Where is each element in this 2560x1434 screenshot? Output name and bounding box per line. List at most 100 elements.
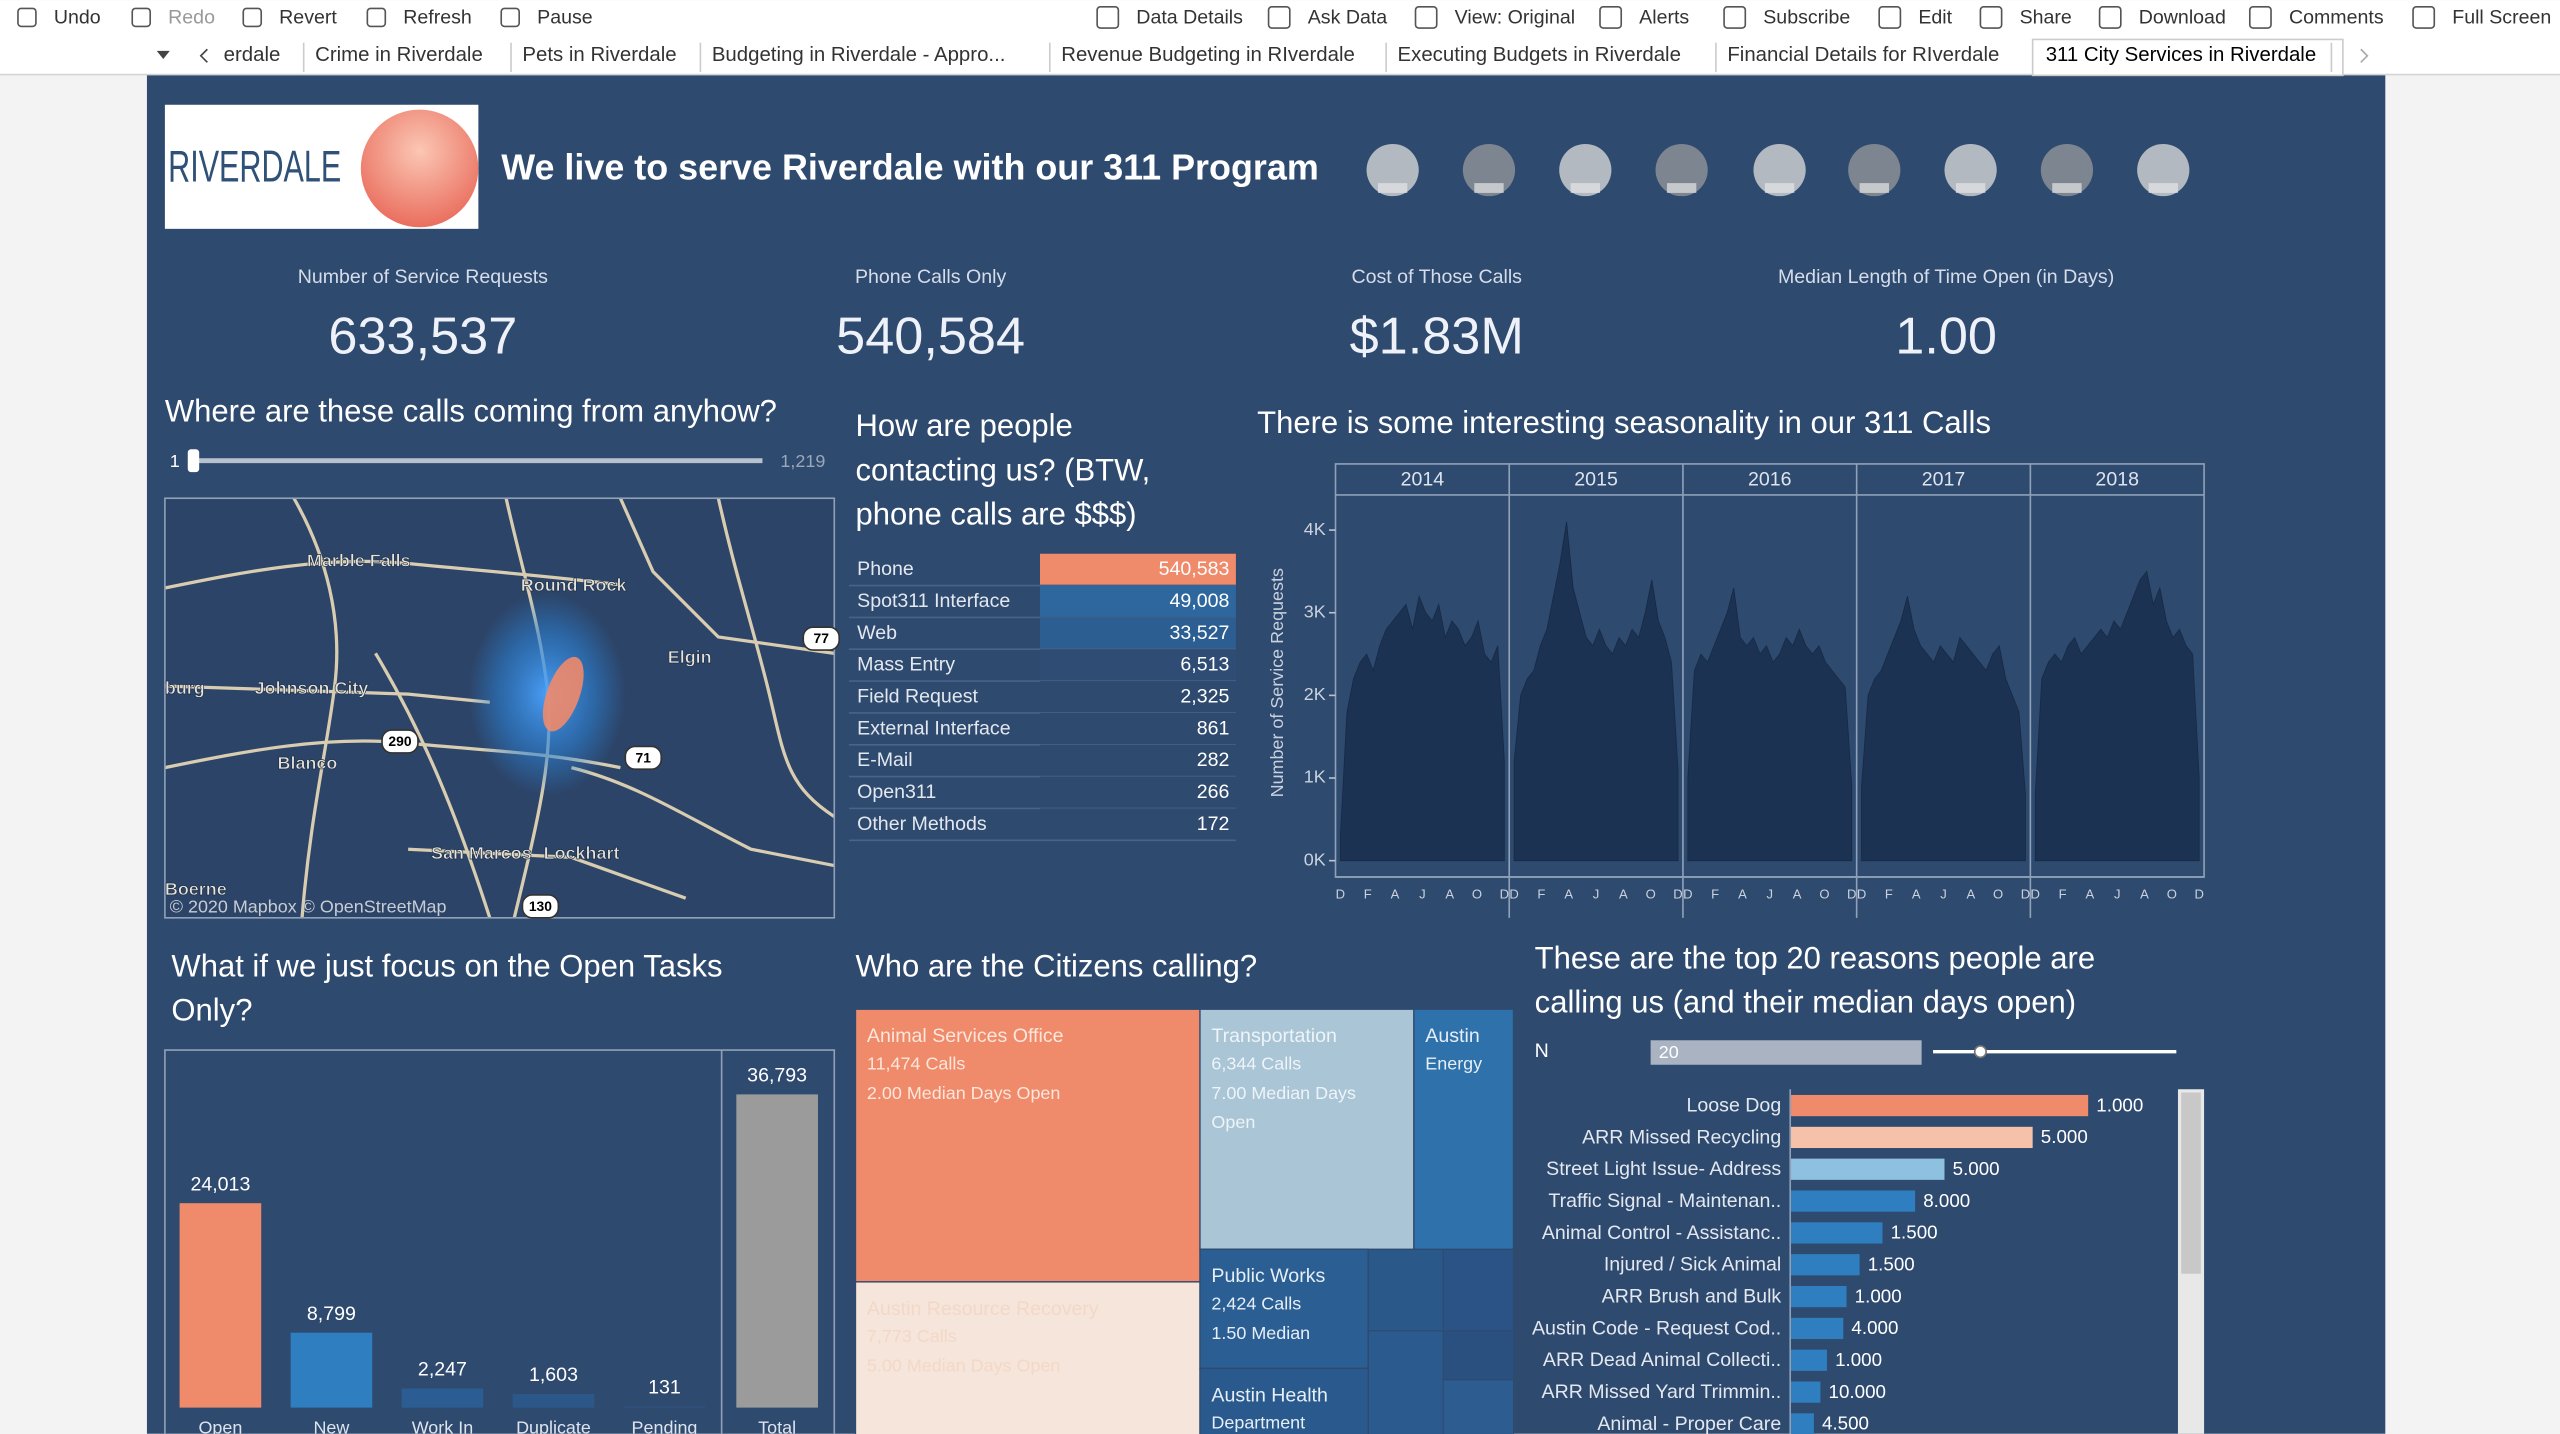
kpi-label: Median Length of Time Open (in Days) (1778, 266, 2114, 288)
toolbar-icon[interactable] (1414, 5, 1438, 29)
toolbar-button[interactable]: Edit (1918, 6, 1952, 28)
toolbar-button[interactable]: Pause (537, 6, 593, 28)
toolbar-icon[interactable] (2412, 5, 2436, 29)
tile-text: Transportation (1211, 1025, 1337, 1047)
toolbar-button[interactable]: Data Details (1136, 6, 1243, 28)
y-tick-label: Street Light Issue- Address (1546, 1158, 1781, 1180)
toolbar-icon[interactable] (131, 7, 152, 28)
toolbar-button[interactable]: Subscribe (1763, 6, 1850, 28)
map-attribution: © 2020 Mapbox © OpenStreetMap (170, 897, 447, 917)
map-place: Boerne (165, 879, 227, 899)
header-icon-detail (1764, 183, 1795, 193)
y-tick-label: 3K (1304, 601, 1326, 621)
tab-next[interactable] (2360, 48, 2369, 63)
filter-knob[interactable] (1973, 1045, 1987, 1059)
toolbar-icon[interactable] (1723, 5, 1747, 29)
tile-text: 1.50 Median (1211, 1323, 1310, 1343)
y-tick-label: ARR Dead Animal Collecti.. (1543, 1349, 1781, 1371)
month-label: A (1445, 886, 1454, 901)
slider-knob[interactable] (187, 449, 200, 473)
toolbar-button[interactable]: Alerts (1639, 6, 1689, 28)
y-tick-label: ARR Missed Recycling (1582, 1126, 1781, 1148)
toolbar-button[interactable]: Refresh (403, 6, 472, 28)
tile-text: 11,474 Calls (867, 1053, 965, 1073)
tab[interactable]: Executing Budgets in Riverdale (1398, 44, 1681, 66)
toolbar-icon[interactable] (1267, 5, 1291, 29)
table-cell (1040, 744, 1236, 776)
table-cell (1040, 712, 1236, 744)
tile-text: Austin Health (1211, 1384, 1327, 1406)
y-tick-label: ARR Brush and Bulk (1602, 1286, 1782, 1308)
toolbar-icon[interactable] (500, 7, 520, 28)
cell-value: 266 (1197, 781, 1230, 803)
toolbar-icon[interactable] (2248, 5, 2272, 29)
cell-value: 172 (1197, 813, 1230, 835)
toolbar-button[interactable]: Undo (54, 6, 101, 28)
toolbar-button[interactable]: Full Screen (2452, 6, 2551, 28)
bar (1791, 1158, 1945, 1180)
toolbar-button[interactable]: Ask Data (1308, 6, 1388, 28)
tab-prev[interactable] (199, 48, 208, 63)
month-label: O (1646, 886, 1656, 901)
month-label: D (1847, 886, 1856, 901)
treemap-tile[interactable] (854, 1008, 1201, 1283)
treemap-tile[interactable] (1199, 1367, 1369, 1434)
bar-label: 10.000 (1829, 1381, 1886, 1402)
month-label: D (1336, 886, 1345, 901)
bar (623, 1406, 706, 1408)
scroll-thumb[interactable] (2181, 1092, 2201, 1274)
header-icon-detail (1570, 183, 1600, 193)
tab-dropdown[interactable] (156, 50, 170, 60)
treemap-tile[interactable] (854, 1281, 1201, 1434)
bar (401, 1388, 484, 1408)
table-cell (1040, 649, 1236, 681)
toolbar-button[interactable]: Comments (2289, 6, 2384, 28)
tab[interactable]: erdale (224, 44, 281, 66)
toolbar-button[interactable]: Share (2020, 6, 2072, 28)
toolbar-icon[interactable] (2098, 5, 2122, 29)
cell-value: 6,513 (1180, 654, 1229, 676)
toolbar-icon[interactable] (1096, 5, 1120, 29)
chart-title: What if we just focus on the Open Tasks (171, 949, 722, 984)
tab[interactable]: Financial Details for RIverdale (1727, 44, 1999, 66)
bar-label: 1,603 (529, 1364, 578, 1386)
tab[interactable]: Budgeting in Riverdale - Appro... (712, 44, 1006, 66)
toolbar-icon[interactable] (17, 7, 37, 28)
tab[interactable]: Revenue Budgeting in RIverdale (1061, 44, 1355, 66)
tab[interactable]: Crime in Riverdale (315, 44, 483, 66)
x-tick-label: Total (758, 1418, 796, 1434)
y-tick-label: Animal Control - Assistanc.. (1542, 1222, 1781, 1244)
treemap-tile[interactable] (1199, 1008, 1415, 1250)
road-shield (521, 894, 560, 919)
bar (512, 1393, 595, 1408)
kpi-value: 540,584 (836, 308, 1025, 366)
tab-selected[interactable] (2031, 38, 2344, 77)
heat-core (542, 656, 584, 732)
bar (1791, 1285, 1847, 1308)
treemap-minor-tile (1442, 1330, 1514, 1381)
month-label: A (1619, 886, 1628, 901)
toolbar-icon[interactable] (1979, 5, 2003, 29)
chart-title: calling us (and their median days open) (1535, 985, 2076, 1020)
header-icon-detail (1955, 183, 1986, 193)
toolbar-icon[interactable] (366, 7, 387, 28)
bar-label: 1.000 (1835, 1349, 1882, 1370)
tab[interactable]: Pets in Riverdale (522, 44, 676, 66)
row-label: Other Methods (857, 813, 987, 835)
bar-label: 2,247 (418, 1359, 467, 1381)
month-label: A (2086, 886, 2095, 901)
tab[interactable]: 311 City Services in Riverdale (2046, 44, 2316, 66)
map-place: San Marcos (431, 843, 532, 863)
toolbar-button[interactable]: Revert (279, 6, 337, 28)
header-icon-detail (1474, 183, 1504, 193)
toolbar-icon[interactable] (1599, 5, 1623, 29)
bar (736, 1094, 818, 1408)
filter-box[interactable] (1650, 1040, 1922, 1065)
toolbar-button[interactable]: Download (2139, 6, 2226, 28)
toolbar-button[interactable]: Redo (168, 6, 215, 28)
toolbar-button[interactable]: View: Original (1455, 6, 1575, 28)
tile-text: Open (1211, 1112, 1255, 1132)
toolbar-icon[interactable] (1878, 5, 1902, 29)
toolbar-icon[interactable] (242, 7, 263, 28)
treemap-tile[interactable] (1413, 1008, 1515, 1250)
